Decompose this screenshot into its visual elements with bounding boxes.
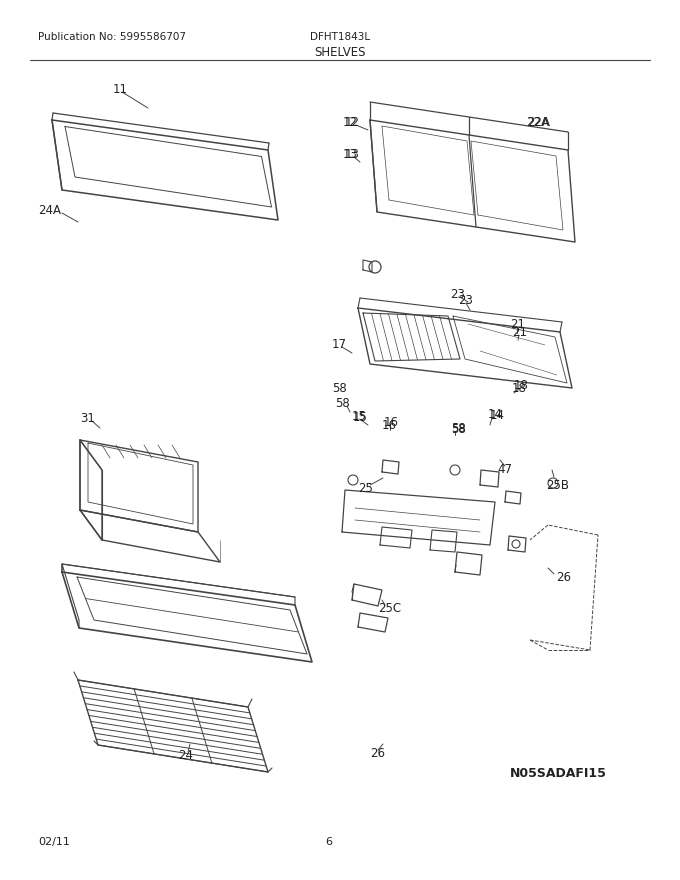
Text: 17: 17 <box>332 338 347 350</box>
Text: 25B: 25B <box>546 479 569 492</box>
Text: 22A: 22A <box>527 115 550 128</box>
Text: 14: 14 <box>488 407 503 421</box>
Text: 58: 58 <box>332 382 347 394</box>
Text: 47: 47 <box>497 463 512 475</box>
Text: 15: 15 <box>353 410 368 423</box>
Text: 12: 12 <box>343 115 358 128</box>
Text: DFHT1843L: DFHT1843L <box>310 32 370 42</box>
Text: 26: 26 <box>370 746 385 759</box>
Text: 31: 31 <box>80 412 95 424</box>
Text: 18: 18 <box>512 382 527 394</box>
Text: 12: 12 <box>345 115 360 128</box>
Text: 58: 58 <box>335 397 350 409</box>
Text: 11: 11 <box>113 83 128 96</box>
Text: 14: 14 <box>490 408 505 422</box>
Text: 21: 21 <box>510 318 525 331</box>
Text: SHELVES: SHELVES <box>314 46 366 58</box>
Text: 26: 26 <box>556 570 571 583</box>
Text: 02/11: 02/11 <box>38 837 70 847</box>
Text: 58: 58 <box>451 422 466 435</box>
Text: 16: 16 <box>384 415 399 429</box>
Text: 13: 13 <box>345 148 360 160</box>
Text: 6: 6 <box>325 837 332 847</box>
Text: 23: 23 <box>458 294 473 306</box>
Text: 23: 23 <box>450 288 465 300</box>
Text: 13: 13 <box>343 148 358 160</box>
Text: 22A: 22A <box>526 115 549 128</box>
Text: 25C: 25C <box>378 602 401 614</box>
Text: Publication No: 5995586707: Publication No: 5995586707 <box>38 32 186 42</box>
Text: 25: 25 <box>358 481 373 495</box>
Text: 21: 21 <box>512 326 527 339</box>
Text: 24A: 24A <box>38 203 61 216</box>
Text: 16: 16 <box>382 419 397 431</box>
Text: 15: 15 <box>352 409 367 422</box>
Text: 18: 18 <box>514 378 529 392</box>
Text: N05SADAFI15: N05SADAFI15 <box>510 766 607 780</box>
Text: 58: 58 <box>451 422 466 436</box>
Text: 24: 24 <box>178 749 193 761</box>
